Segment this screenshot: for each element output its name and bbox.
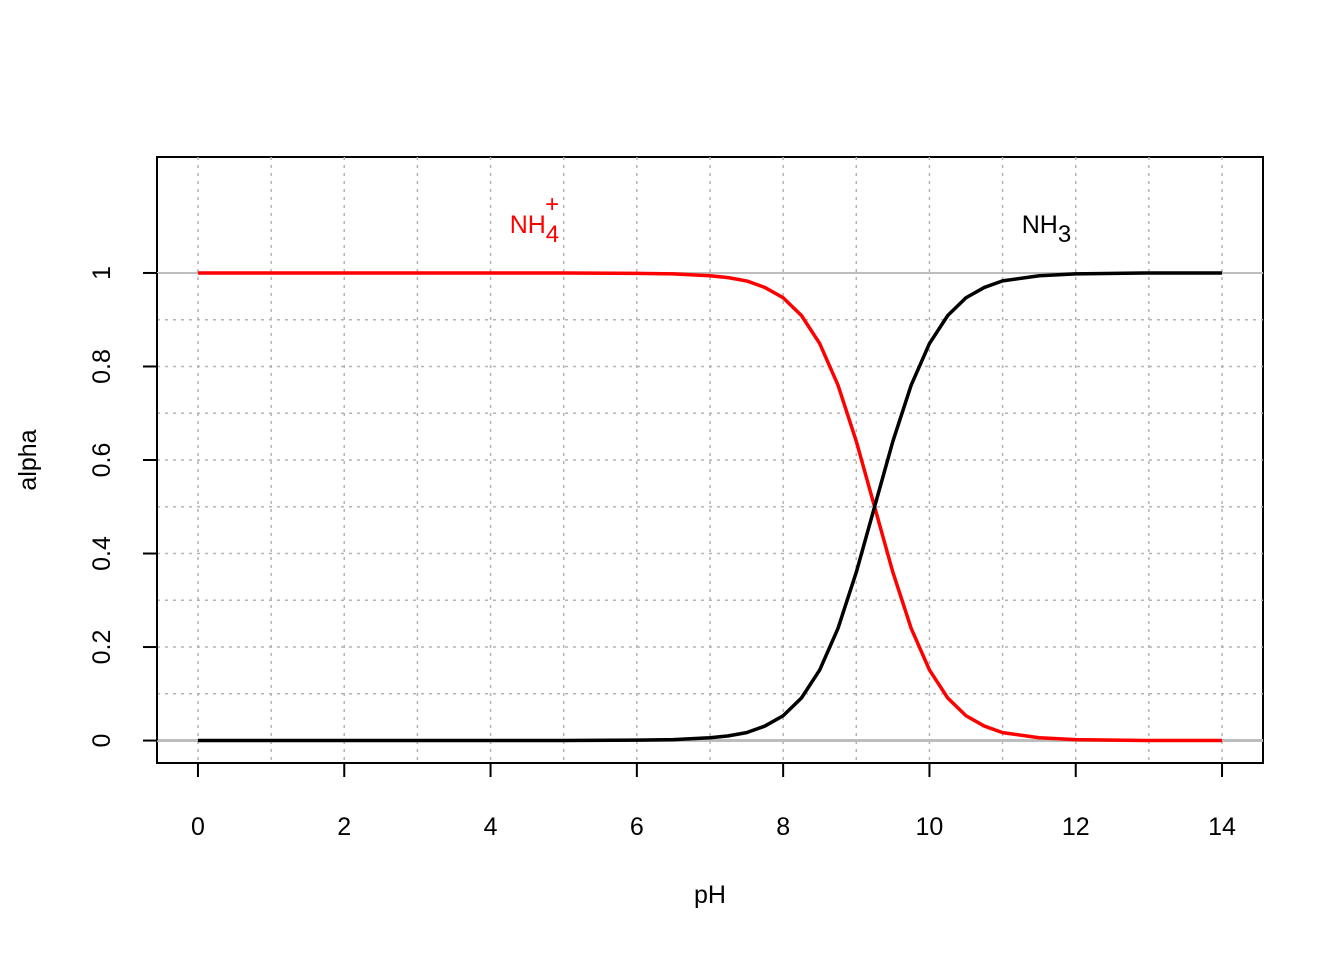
x-tick-label: 14 — [1208, 813, 1236, 841]
series-line — [197, 271, 1223, 743]
x-tick-label: 12 — [1062, 813, 1090, 841]
y-tick-label: 0.8 — [88, 349, 116, 384]
series-label-sup: + — [545, 192, 559, 219]
series-label-text: NH — [510, 211, 546, 239]
y-tick-label: 0.2 — [88, 630, 116, 665]
y-tick-label: 0.4 — [88, 536, 116, 571]
y-tick-label: 0 — [88, 734, 116, 748]
series-label-sub: 3 — [1058, 222, 1071, 249]
x-tick-label: 8 — [776, 813, 790, 841]
y-tick-label: 1 — [88, 266, 116, 280]
x-axis-label: pH — [694, 881, 726, 909]
x-tick-label: 6 — [630, 813, 644, 841]
x-tick-label: 2 — [337, 813, 351, 841]
series-label-sub: 4 — [546, 222, 559, 249]
x-tick-label: 10 — [916, 813, 944, 841]
y-axis-label: alpha — [14, 429, 42, 490]
series-label-text: NH — [1022, 211, 1058, 239]
series-label: NH4 + — [510, 192, 559, 249]
x-tick-label: 0 — [191, 813, 205, 841]
series-line — [197, 271, 1223, 743]
series-label: NH3 — [1022, 211, 1071, 249]
x-tick-label: 4 — [484, 813, 498, 841]
y-tick-label: 0.6 — [88, 443, 116, 478]
